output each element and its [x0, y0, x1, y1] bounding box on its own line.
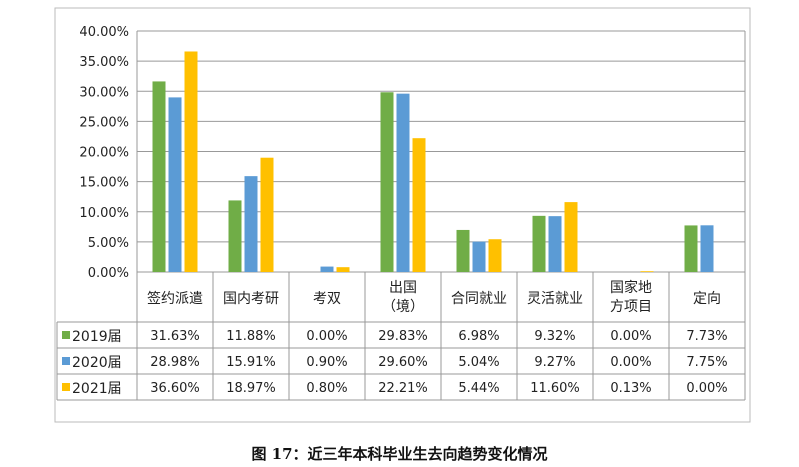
bar-2019届	[228, 200, 242, 272]
bar-2021届	[640, 271, 654, 272]
data-table-cell: 29.83%	[378, 329, 428, 344]
data-table-cell: 29.60%	[378, 355, 428, 370]
data-table-cell: 0.00%	[686, 381, 727, 396]
y-tick-label: 40.00%	[79, 25, 129, 40]
data-table-cell: 5.04%	[458, 355, 499, 370]
figure-caption: 图 17：近三年本科毕业生去向趋势变化情况	[251, 445, 548, 463]
legend-label: 2021届	[72, 381, 122, 397]
category-label: 国内考研	[223, 291, 279, 307]
category-label: 合同就业	[451, 291, 507, 307]
y-tick-label: 10.00%	[79, 206, 129, 221]
bar-2019届	[532, 215, 546, 272]
bar-2020届	[472, 241, 486, 272]
data-table-cell: 0.00%	[610, 355, 651, 370]
bar-2021届	[488, 239, 502, 272]
legend-swatch-2020届	[62, 357, 70, 365]
data-table-cell: 28.98%	[150, 355, 200, 370]
y-tick-label: 5.00%	[88, 236, 129, 251]
legend-label: 2020届	[72, 355, 122, 371]
bar-2021届	[260, 157, 274, 272]
data-table-cell: 36.60%	[150, 381, 200, 396]
bar-2019届	[456, 229, 470, 272]
legend-swatch-2021届	[62, 383, 70, 391]
data-table-cell: 9.32%	[534, 329, 575, 344]
y-tick-label: 20.00%	[79, 146, 129, 161]
chart-frame	[54, 7, 751, 423]
bar-2020届	[244, 176, 258, 272]
category-label: 灵活就业	[527, 291, 583, 307]
bar-2021届	[412, 138, 426, 272]
bar-2019届	[684, 225, 698, 272]
bar-2019届	[380, 92, 394, 272]
data-table-cell: 0.13%	[610, 381, 651, 396]
data-table-cell: 7.75%	[686, 355, 727, 370]
bar-2021届	[336, 267, 350, 272]
category-label: 方项目	[610, 299, 652, 315]
data-table-cell: 0.00%	[306, 329, 347, 344]
legend-swatch-2019届	[62, 331, 70, 339]
bar-2021届	[564, 202, 578, 272]
data-table-cell: 0.00%	[610, 329, 651, 344]
y-tick-label: 25.00%	[79, 115, 129, 130]
data-table-cell: 18.97%	[226, 381, 276, 396]
data-table-cell: 31.63%	[150, 329, 200, 344]
data-table-cell: 0.80%	[306, 381, 347, 396]
bar-2020届	[320, 266, 334, 272]
data-table-cell: 15.91%	[226, 355, 276, 370]
bar-2020届	[168, 97, 182, 272]
data-table-cell: 7.73%	[686, 329, 727, 344]
bar-2021届	[184, 51, 198, 272]
data-table-cell: 9.27%	[534, 355, 575, 370]
category-label: 出国	[389, 280, 417, 296]
data-table-cell: 22.21%	[378, 381, 428, 396]
bar-chart: 0.00% 5.00% 10.00% 15.00% 20.00% 25.00% 30.00%…	[54, 7, 751, 423]
data-table-cell: 0.90%	[306, 355, 347, 370]
category-label: 国家地	[610, 279, 652, 296]
bar-2020届	[396, 93, 410, 272]
category-label: 考双	[313, 291, 341, 307]
bar-2020届	[700, 225, 714, 272]
category-label: 签约派遣	[147, 290, 203, 307]
y-tick-label: 35.00%	[79, 55, 129, 70]
data-table-cell: 11.88%	[226, 329, 276, 344]
y-tick-label: 0.00%	[88, 266, 129, 281]
data-table-cell: 11.60%	[530, 381, 580, 396]
data-table-cell: 5.44%	[458, 381, 499, 396]
data-table-cell: 6.98%	[458, 329, 499, 344]
bar-2020届	[548, 216, 562, 272]
category-label: （境）	[382, 299, 424, 315]
bar-2019届	[152, 81, 166, 272]
y-tick-label: 15.00%	[79, 176, 129, 191]
legend-label: 2019届	[72, 329, 122, 345]
y-tick-label: 30.00%	[79, 85, 129, 100]
category-label: 定向	[693, 291, 721, 307]
